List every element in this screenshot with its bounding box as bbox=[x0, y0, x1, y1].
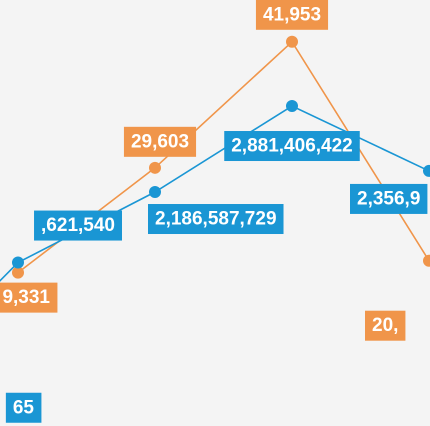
data-label: 9,331 bbox=[0, 282, 58, 313]
series-layer bbox=[0, 100, 430, 282]
data-label: ,621,540 bbox=[34, 210, 122, 241]
data-label-box bbox=[34, 210, 122, 241]
data-label-box bbox=[365, 310, 406, 341]
data-label: 2,356,9 bbox=[350, 183, 428, 214]
data-point bbox=[12, 256, 24, 269]
data-point bbox=[149, 186, 161, 199]
data-label-box bbox=[0, 282, 58, 313]
data-label-text: 2,881,406,422 bbox=[231, 136, 353, 157]
data-point bbox=[149, 161, 161, 174]
data-label: 20, bbox=[365, 310, 406, 341]
data-label-text: 2,356,9 bbox=[357, 188, 420, 209]
series-layer bbox=[12, 35, 430, 279]
data-label-text: ,621,540 bbox=[41, 215, 115, 236]
data-point bbox=[423, 164, 430, 177]
data-label-text: 65 bbox=[13, 397, 35, 418]
data-label-box bbox=[5, 392, 42, 423]
data-point bbox=[286, 100, 298, 113]
data-label: 29,603 bbox=[123, 126, 197, 157]
data-label-box bbox=[123, 126, 197, 157]
data-label: 65 bbox=[5, 392, 42, 423]
data-label-text: 2,186,587,729 bbox=[155, 209, 277, 230]
data-point bbox=[423, 254, 430, 267]
data-label-text: 20, bbox=[372, 315, 398, 336]
data-label: 2,881,406,422 bbox=[224, 131, 360, 162]
data-label: 41,953 bbox=[255, 0, 329, 30]
data-point bbox=[286, 35, 298, 48]
data-point bbox=[12, 266, 24, 279]
data-label: 2,186,587,729 bbox=[148, 204, 284, 235]
series-line bbox=[0, 105, 430, 282]
data-label-text: 41,953 bbox=[263, 4, 321, 25]
data-label-box bbox=[148, 204, 284, 235]
data-label-text: 9,331 bbox=[2, 287, 50, 308]
data-label-box bbox=[350, 183, 428, 214]
data-label-box bbox=[255, 0, 329, 30]
data-label-text: 29,603 bbox=[131, 131, 189, 152]
data-label-box bbox=[224, 131, 360, 162]
